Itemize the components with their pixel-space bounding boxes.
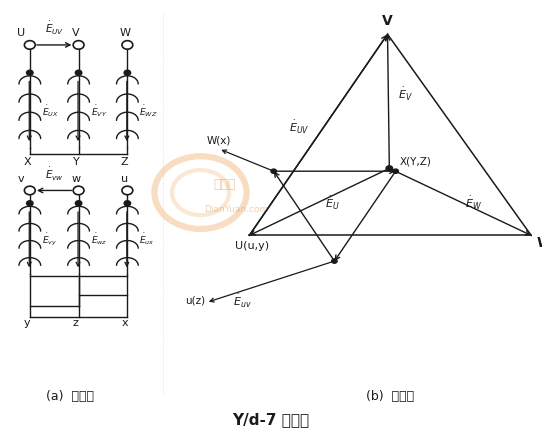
Text: $\dot{E}_{V}$: $\dot{E}_{V}$ [398, 86, 413, 103]
Text: V: V [382, 14, 393, 28]
Circle shape [332, 259, 337, 263]
Text: W: W [537, 236, 542, 250]
Text: $\dot{E}_{UV}$: $\dot{E}_{UV}$ [44, 20, 64, 37]
Text: v: v [17, 174, 24, 184]
Text: u: u [121, 174, 128, 184]
Circle shape [386, 166, 392, 171]
Text: $\dot{E}_{UV}$: $\dot{E}_{UV}$ [288, 119, 309, 137]
Text: W(x): W(x) [207, 135, 230, 146]
Text: V: V [72, 28, 80, 38]
Text: u(z): u(z) [185, 296, 205, 306]
Text: w: w [72, 174, 80, 184]
Text: Z: Z [121, 157, 128, 167]
Text: $\dot{E}_{WZ}$: $\dot{E}_{WZ}$ [139, 104, 158, 119]
Text: $\dot{E}_{wz}$: $\dot{E}_{wz}$ [91, 232, 107, 247]
Text: $\dot{E}_{W}$: $\dot{E}_{W}$ [464, 195, 482, 212]
Text: 电源网: 电源网 [214, 178, 236, 191]
Text: $\dot{E}_{vw}$: $\dot{E}_{vw}$ [45, 166, 63, 183]
Circle shape [27, 70, 33, 75]
Circle shape [271, 169, 276, 173]
Text: $\dot{E}_{ux}$: $\dot{E}_{ux}$ [139, 232, 155, 247]
Text: U: U [17, 28, 24, 38]
Text: $\dot{E}_{uv}$: $\dot{E}_{uv}$ [233, 293, 252, 310]
Text: (a)  接线图: (a) 接线图 [47, 390, 94, 403]
Circle shape [75, 70, 82, 75]
Circle shape [393, 169, 398, 173]
Circle shape [124, 70, 131, 75]
Text: W: W [119, 28, 130, 38]
Text: DianYuan.com: DianYuan.com [204, 205, 268, 214]
Text: Y: Y [73, 157, 79, 167]
Text: (b)  相量图: (b) 相量图 [366, 390, 414, 403]
Text: X: X [23, 157, 31, 167]
Text: Y/d-7 连接组: Y/d-7 连接组 [233, 412, 309, 427]
Circle shape [124, 201, 131, 206]
Text: $\dot{E}_{vy}$: $\dot{E}_{vy}$ [42, 232, 57, 248]
Text: y: y [24, 318, 30, 328]
Text: X(Y,Z): X(Y,Z) [400, 157, 432, 167]
Text: $\dot{E}_{U}$: $\dot{E}_{U}$ [325, 195, 339, 212]
Circle shape [27, 201, 33, 206]
Text: U(u,y): U(u,y) [235, 241, 269, 251]
Text: $\dot{E}_{VY}$: $\dot{E}_{VY}$ [91, 104, 107, 119]
Circle shape [75, 201, 82, 206]
Text: x: x [121, 318, 128, 328]
Text: z: z [73, 318, 79, 328]
Text: $\dot{E}_{UX}$: $\dot{E}_{UX}$ [42, 104, 59, 119]
